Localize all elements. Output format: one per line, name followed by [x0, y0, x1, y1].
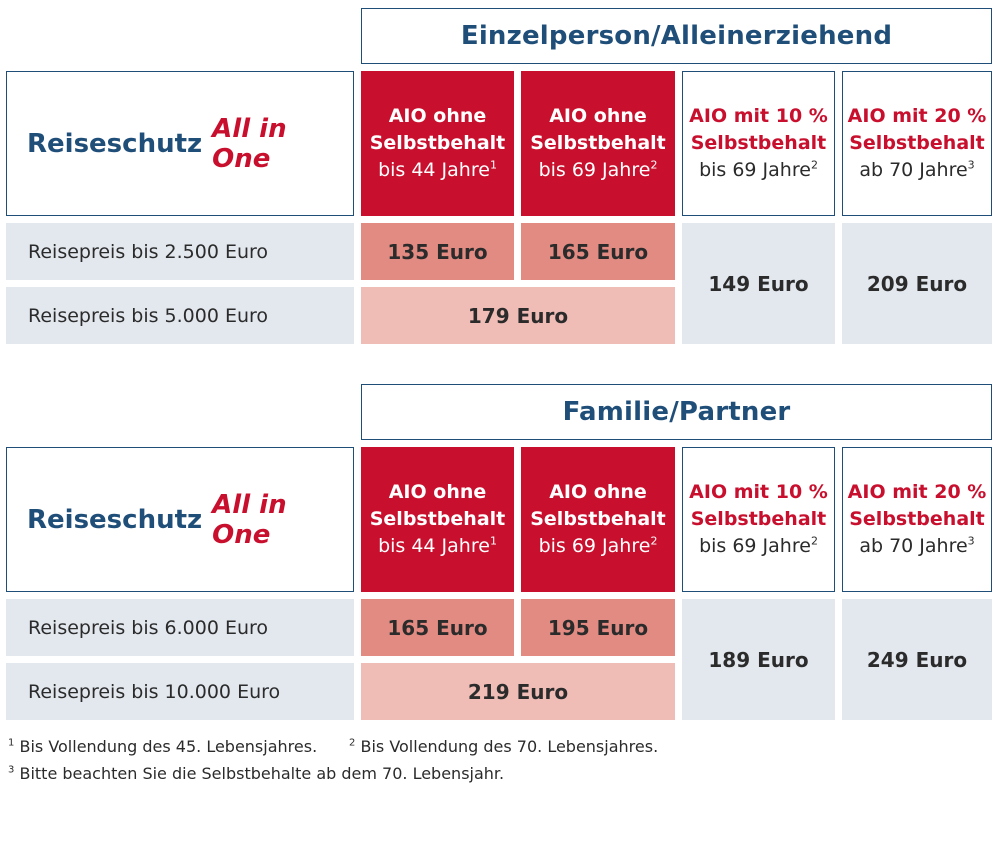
column-header-line2: Selbstbehalt: [530, 508, 666, 530]
product-title-main: Reiseschutz: [27, 504, 203, 535]
footnote-1: 1 Bis Vollendung des 45. Lebensjahres.: [8, 737, 318, 756]
column-header-line2: Selbstbehalt: [690, 132, 827, 154]
row-label-reisepreis-10000: Reisepreis bis 10.000 Euro: [6, 663, 354, 720]
column-header-line3: bis 69 Jahre2: [538, 534, 658, 557]
column-header-aio-ohne-69: AIO ohne Selbstbehalt bis 69 Jahre2: [521, 71, 675, 216]
footnote-2: 2 Bis Vollendung des 70. Lebensjahres.: [349, 737, 659, 756]
column-header-aio-mit-10: AIO mit 10 % Selbstbehalt bis 69 Jahre2: [682, 447, 835, 592]
price-cell-mit-20: 249 Euro: [842, 599, 992, 720]
column-header-line3: bis 69 Jahre2: [699, 534, 818, 557]
price-cell-merged: 179 Euro: [361, 287, 675, 344]
column-header-line3: bis 69 Jahre2: [699, 158, 818, 181]
footnote-3: 3 Bitte beachten Sie die Selbstbehalte a…: [8, 764, 505, 783]
column-header-line3: bis 44 Jahre1: [378, 534, 497, 557]
column-header-line3: bis 44 Jahre1: [378, 158, 497, 181]
price-cell-mit-10: 149 Euro: [682, 223, 835, 344]
column-header-aio-ohne-44: AIO ohne Selbstbehalt bis 44 Jahre1: [361, 447, 514, 592]
column-header-aio-ohne-69: AIO ohne Selbstbehalt bis 69 Jahre2: [521, 447, 675, 592]
column-header-line2: Selbstbehalt: [530, 132, 666, 154]
column-header-line1: AIO mit 10 %: [689, 105, 828, 127]
footnote-ref: 3: [967, 158, 975, 172]
column-header-line3: ab 70 Jahre3: [859, 158, 975, 181]
product-title-accent: All in One: [212, 113, 287, 174]
column-header-aio-ohne-44: AIO ohne Selbstbehalt bis 44 Jahre1: [361, 71, 514, 216]
column-header-line2: Selbstbehalt: [849, 132, 985, 154]
section-header-label: Familie/Partner: [562, 397, 791, 427]
column-header-line1: AIO mit 20 %: [847, 481, 987, 503]
column-header-line1: AIO ohne: [388, 481, 487, 503]
section-header-einzelperson: Einzelperson/Alleinerziehend: [361, 8, 992, 64]
column-header-line2: Selbstbehalt: [849, 508, 985, 530]
price-cell-mit-10: 189 Euro: [682, 599, 835, 720]
product-title-cell: Reiseschutz All in One: [6, 447, 354, 592]
footnote-ref: 2: [810, 534, 818, 548]
column-header-line3: bis 69 Jahre2: [538, 158, 658, 181]
footnote-ref: 2: [810, 158, 818, 172]
price-cell-merged: 219 Euro: [361, 663, 675, 720]
footnote-ref: 3: [967, 534, 975, 548]
price-cell: 135 Euro: [361, 223, 514, 280]
product-title-cell: Reiseschutz All in One: [6, 71, 354, 216]
column-header-line1: AIO mit 10 %: [689, 481, 828, 503]
product-title-accent: All in One: [212, 489, 287, 550]
footnote-ref: 1: [489, 534, 497, 548]
column-header-line1: AIO ohne: [549, 481, 647, 503]
column-header-line1: AIO ohne: [549, 105, 647, 127]
price-cell: 165 Euro: [521, 223, 675, 280]
column-header-line2: Selbstbehalt: [369, 508, 506, 530]
column-header-line3: ab 70 Jahre3: [859, 534, 975, 557]
row-label-reisepreis-5000: Reisepreis bis 5.000 Euro: [6, 287, 354, 344]
column-header-line2: Selbstbehalt: [369, 132, 506, 154]
price-cell: 165 Euro: [361, 599, 514, 656]
column-header-aio-mit-10: AIO mit 10 % Selbstbehalt bis 69 Jahre2: [682, 71, 835, 216]
footnote-ref: 2: [650, 158, 658, 172]
row-label-reisepreis-6000: Reisepreis bis 6.000 Euro: [6, 599, 354, 656]
section-header-label: Einzelperson/Alleinerziehend: [460, 21, 893, 51]
column-header-line1: AIO ohne: [388, 105, 487, 127]
footnote-ref: 2: [650, 534, 658, 548]
column-header-line1: AIO mit 20 %: [847, 105, 987, 127]
column-header-aio-mit-20: AIO mit 20 % Selbstbehalt ab 70 Jahre3: [842, 71, 992, 216]
price-cell-mit-20: 209 Euro: [842, 223, 992, 344]
product-title-main: Reiseschutz: [27, 128, 203, 159]
footnote-ref: 1: [489, 158, 497, 172]
price-cell: 195 Euro: [521, 599, 675, 656]
row-label-reisepreis-2500: Reisepreis bis 2.500 Euro: [6, 223, 354, 280]
column-header-line2: Selbstbehalt: [690, 508, 827, 530]
column-header-aio-mit-20: AIO mit 20 % Selbstbehalt ab 70 Jahre3: [842, 447, 992, 592]
section-header-familie: Familie/Partner: [361, 384, 992, 440]
